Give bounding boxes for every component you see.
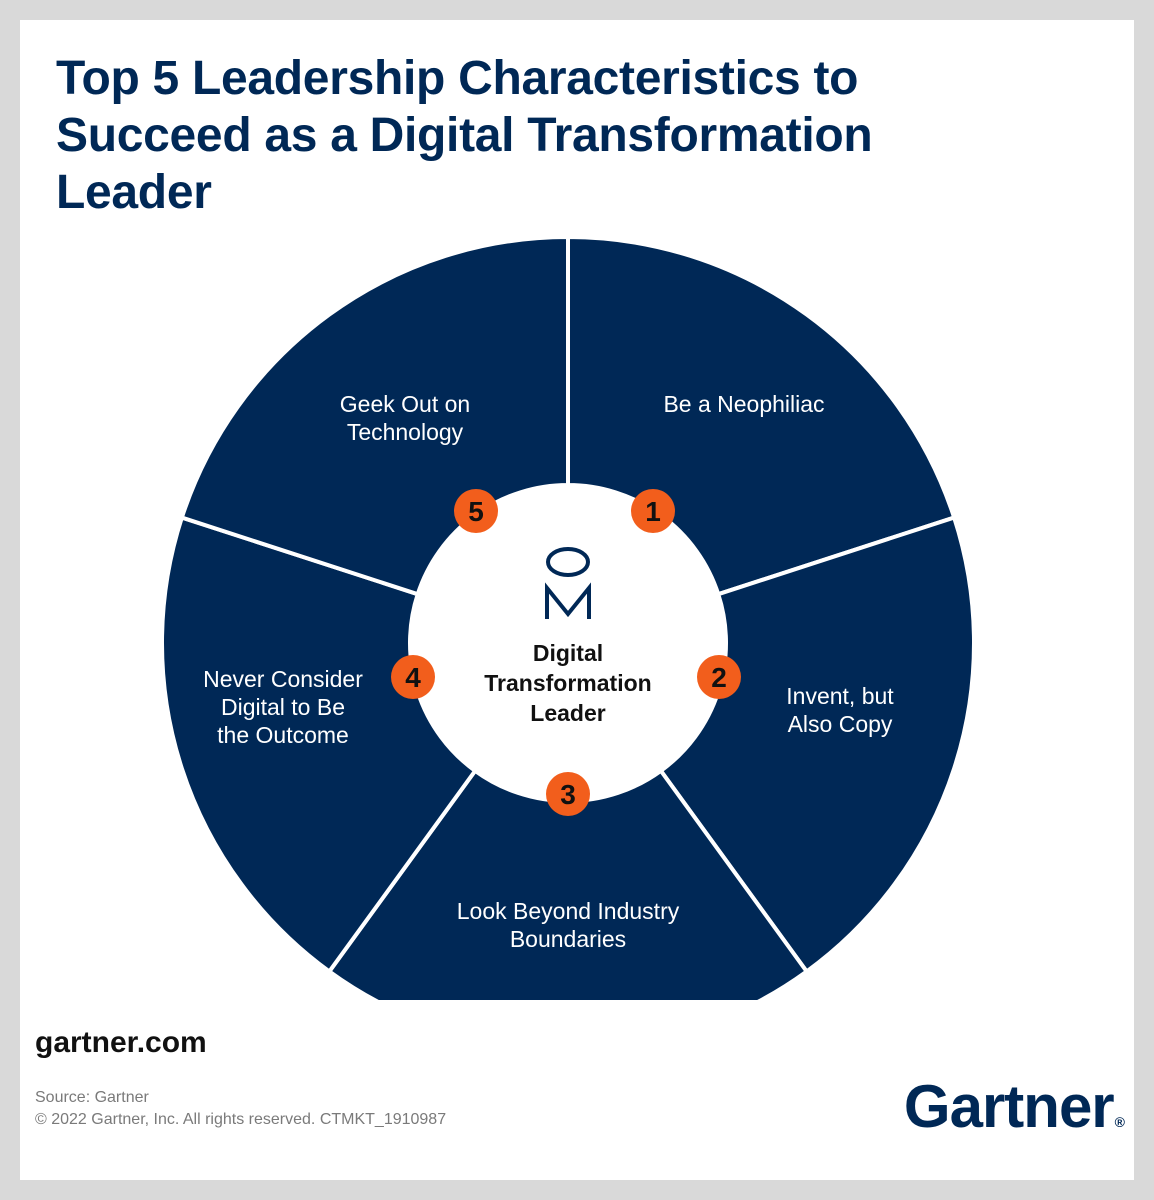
segment-5-label: Technology bbox=[347, 419, 464, 445]
segment-2-label: Also Copy bbox=[788, 711, 893, 737]
gartner-logo: Gartner® bbox=[903, 1072, 1125, 1141]
leadership-wheel: Digital Transformation Leader Be a Neophili… bbox=[160, 237, 974, 1000]
copyright-line: © 2022 Gartner, Inc. All rights reserved… bbox=[35, 1111, 447, 1128]
badge-2-number: 2 bbox=[711, 662, 727, 693]
badge-4-number: 4 bbox=[405, 662, 421, 693]
center-label-line: Transformation bbox=[484, 670, 651, 696]
badge-2 bbox=[697, 655, 741, 699]
person-icon bbox=[545, 547, 591, 619]
badge-1 bbox=[631, 489, 675, 533]
registered-mark: ® bbox=[1114, 1114, 1125, 1130]
segment-3-label: Boundaries bbox=[510, 926, 626, 952]
segment-4-label: Never Consider bbox=[203, 666, 363, 692]
logo-text: Gartner bbox=[903, 1073, 1115, 1140]
center-circle bbox=[414, 489, 722, 797]
badge-4 bbox=[391, 655, 435, 699]
segment-1-label: Be a Neophiliac bbox=[663, 391, 824, 417]
badge-3-number: 3 bbox=[560, 779, 576, 810]
source-note: Source: Gartner © 2022 Gartner, Inc. All… bbox=[35, 1087, 446, 1131]
badge-3 bbox=[546, 772, 590, 816]
segment-4-label: the Outcome bbox=[217, 722, 349, 748]
badge-1-number: 1 bbox=[645, 496, 661, 527]
segment-4 bbox=[160, 515, 478, 975]
segment-5-label: Geek Out on bbox=[340, 391, 470, 417]
segment-3 bbox=[326, 768, 810, 1000]
segment-4-label: Digital to Be bbox=[221, 694, 345, 720]
segment-3-label: Look Beyond Industry bbox=[457, 898, 680, 924]
center-label-line: Leader bbox=[530, 700, 605, 726]
badge-5 bbox=[454, 489, 498, 533]
source-line: Source: Gartner bbox=[35, 1089, 149, 1106]
page-title: Top 5 Leadership Characteristics to Succ… bbox=[56, 52, 873, 219]
center-label-line: Digital bbox=[533, 640, 603, 666]
segment-2-label: Invent, but bbox=[786, 683, 894, 709]
website-link[interactable]: gartner.com bbox=[35, 1026, 207, 1059]
badge-5-number: 5 bbox=[468, 496, 484, 527]
